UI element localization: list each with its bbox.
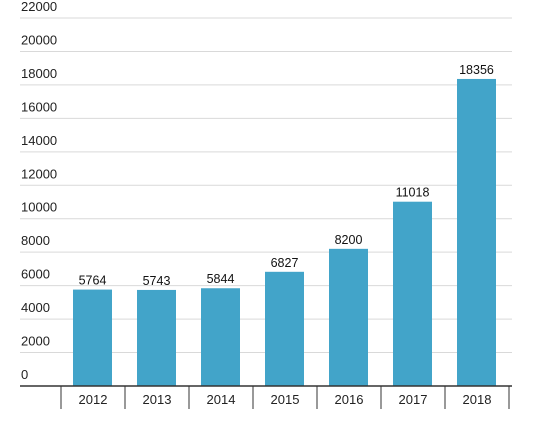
x-tick-label-2017: 2017 <box>399 392 428 407</box>
x-tick-label-2014: 2014 <box>207 392 236 407</box>
data-label-2017: 11018 <box>396 186 430 200</box>
x-axis-tick-labels: 2012 2013 2014 2015 2016 2017 2018 <box>79 392 492 407</box>
x-tick-label-2018: 2018 <box>463 392 492 407</box>
bar-2017 <box>393 202 432 386</box>
bar-2016 <box>329 249 368 386</box>
bars <box>73 79 496 386</box>
x-tick-label-2016: 2016 <box>335 392 364 407</box>
bar-2013 <box>137 290 176 386</box>
bar-2012 <box>73 290 112 386</box>
y-tick-label: 14000 <box>21 133 57 148</box>
y-axis-tick-labels: 0 2000 4000 6000 8000 10000 12000 14000 16000 180… <box>21 0 57 382</box>
y-tick-label: 20000 <box>21 32 57 47</box>
y-tick-label: 10000 <box>21 200 57 215</box>
bar-2018 <box>457 79 496 386</box>
y-tick-label: 0 <box>21 367 28 382</box>
data-label-2012: 5764 <box>79 274 107 288</box>
x-tick-label-2013: 2013 <box>143 392 172 407</box>
bar-2015 <box>265 272 304 386</box>
y-tick-label: 16000 <box>21 99 57 114</box>
y-tick-label: 8000 <box>21 233 50 248</box>
y-tick-label: 6000 <box>21 267 50 282</box>
bar-2014 <box>201 288 240 386</box>
data-label-2013: 5743 <box>143 274 171 288</box>
x-tick-label-2012: 2012 <box>79 392 108 407</box>
y-tick-label: 4000 <box>21 300 50 315</box>
data-label-2016: 8200 <box>335 233 363 247</box>
data-label-2018: 18356 <box>459 63 494 77</box>
y-tick-label: 22000 <box>21 0 57 14</box>
y-tick-label: 2000 <box>21 334 50 349</box>
y-tick-label: 18000 <box>21 66 57 81</box>
data-label-2015: 6827 <box>271 256 299 270</box>
y-tick-label: 12000 <box>21 166 57 181</box>
data-label-2014: 5844 <box>207 272 235 286</box>
x-tick-label-2015: 2015 <box>271 392 300 407</box>
